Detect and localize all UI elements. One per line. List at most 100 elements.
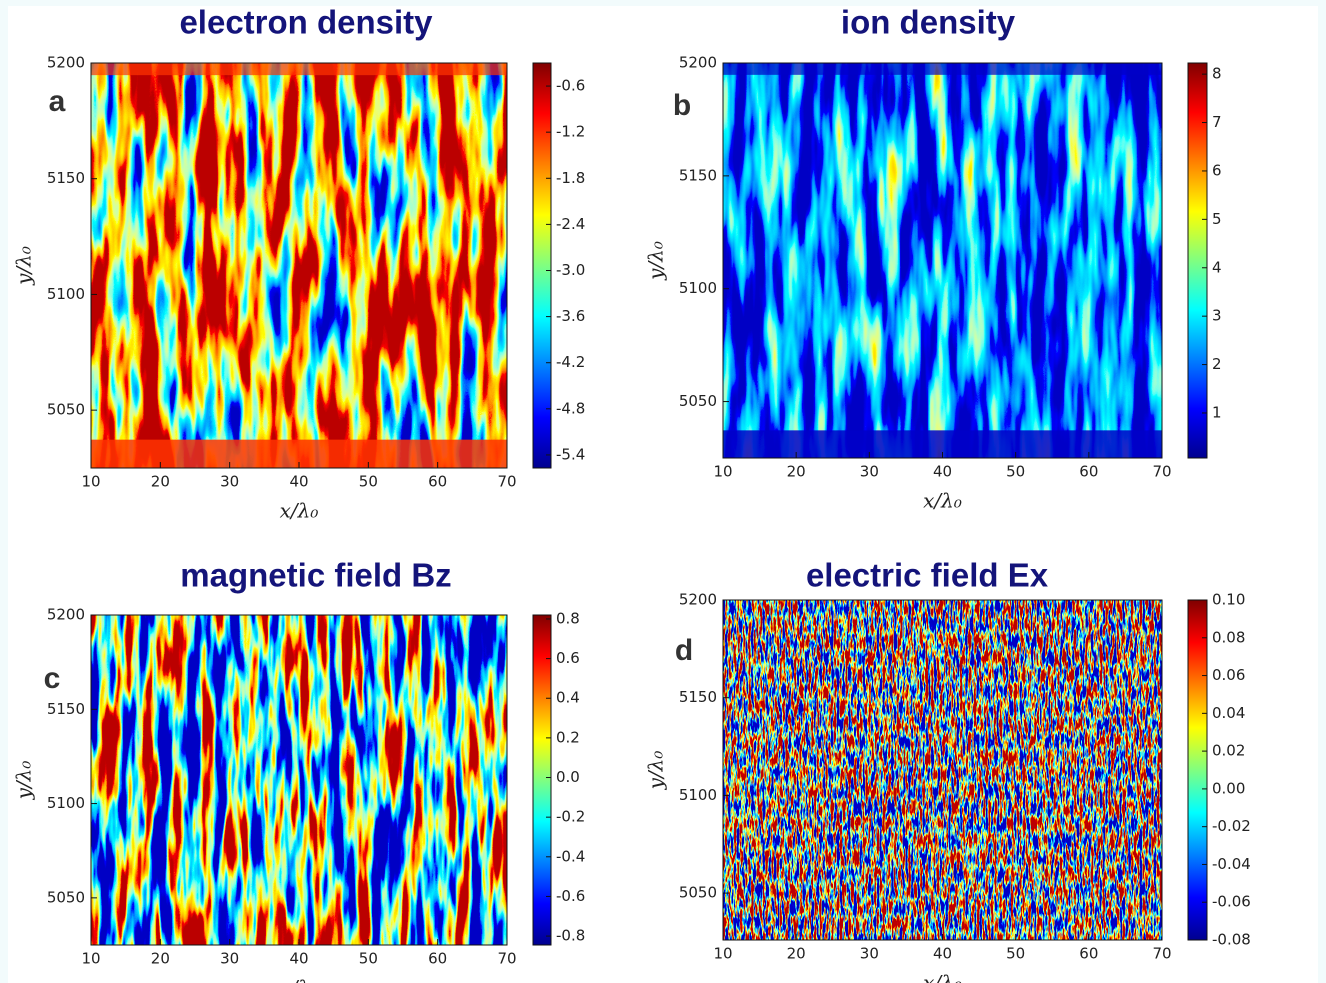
colorbar-tick-label: -0.02 bbox=[1212, 817, 1251, 835]
colorbar bbox=[532, 614, 552, 946]
colorbar-tick-label: 0.4 bbox=[556, 689, 580, 707]
x-tick-label: 70 bbox=[1152, 945, 1171, 963]
panel-title: ion density bbox=[841, 4, 1016, 41]
y-tick-label: 5200 bbox=[47, 54, 85, 72]
colorbar-tick-label: 4 bbox=[1212, 258, 1222, 276]
colorbar bbox=[1187, 599, 1208, 941]
colorbar-tick-label: -0.04 bbox=[1212, 855, 1251, 873]
y-tick-label: 5050 bbox=[47, 401, 85, 419]
heatmap-field bbox=[723, 63, 1162, 458]
x-tick-label: 60 bbox=[428, 950, 447, 968]
panel-letter: b bbox=[673, 89, 691, 122]
colorbar-tick-label: -0.2 bbox=[556, 808, 585, 826]
colorbar-tick-label: -0.8 bbox=[556, 927, 585, 945]
x-tick-label: 10 bbox=[713, 463, 732, 481]
x-tick-label: 10 bbox=[81, 473, 100, 491]
x-tick-label: 40 bbox=[933, 463, 952, 481]
y-tick-label: 5150 bbox=[679, 688, 717, 706]
colorbar-tick-label: 0.02 bbox=[1212, 742, 1245, 760]
colorbar-tick-label: 0.00 bbox=[1212, 779, 1245, 797]
x-tick-label: 60 bbox=[1079, 945, 1098, 963]
x-tick-label: 30 bbox=[220, 473, 239, 491]
colorbar-tick-label: 2 bbox=[1212, 355, 1222, 373]
x-tick-label: 20 bbox=[787, 945, 806, 963]
colorbar-tick-label: 5 bbox=[1212, 210, 1222, 228]
colorbar-tick-label: -2.4 bbox=[556, 215, 585, 233]
colorbar-tick-label: 7 bbox=[1212, 113, 1222, 131]
x-tick-label: 30 bbox=[860, 945, 879, 963]
colorbar-tick-label: 0.06 bbox=[1212, 666, 1245, 684]
y-tick-label: 5050 bbox=[47, 888, 85, 906]
y-tick-label: 5100 bbox=[47, 794, 85, 812]
colorbar-tick-label: -0.4 bbox=[556, 847, 585, 865]
x-tick-label: 30 bbox=[860, 463, 879, 481]
x-tick-label: 70 bbox=[497, 950, 516, 968]
x-tick-label: 50 bbox=[1006, 463, 1025, 481]
panel-letter: a bbox=[49, 85, 66, 118]
colorbar-tick-label: -4.2 bbox=[556, 353, 585, 371]
y-tick-label: 5100 bbox=[679, 279, 717, 297]
colorbar-tick-label: -1.2 bbox=[556, 123, 585, 141]
x-tick-label: 40 bbox=[933, 945, 952, 963]
x-tick-label: 30 bbox=[220, 950, 239, 968]
colorbar-tick-label: -3.6 bbox=[556, 307, 585, 325]
colorbar-tick-label: 0.04 bbox=[1212, 704, 1245, 722]
colorbar-tick-label: -5.4 bbox=[556, 445, 585, 463]
x-tick-label: 50 bbox=[1006, 945, 1025, 963]
panel-title: electric field Ex bbox=[806, 557, 1049, 594]
x-tick-label: 60 bbox=[1079, 463, 1098, 481]
x-axis-label: x/λ₀ bbox=[280, 499, 319, 523]
colorbar-tick-label: 0.08 bbox=[1212, 628, 1245, 646]
panel-letter: c bbox=[44, 662, 61, 695]
x-axis-label: x/λ₀ bbox=[923, 489, 962, 513]
x-tick-label: 40 bbox=[289, 473, 308, 491]
colorbar-tick-label: 0.6 bbox=[556, 649, 580, 667]
y-tick-label: 5200 bbox=[47, 606, 85, 624]
colorbar-tick-label: -1.8 bbox=[556, 169, 585, 187]
colorbar-tick-label: 0.0 bbox=[556, 768, 580, 786]
x-tick-label: 10 bbox=[81, 950, 100, 968]
y-tick-label: 5150 bbox=[47, 169, 85, 187]
x-axis-label: x/λ₀ bbox=[923, 971, 962, 983]
panel-title: magnetic field Bz bbox=[180, 557, 451, 594]
x-tick-label: 50 bbox=[359, 950, 378, 968]
x-tick-label: 70 bbox=[1152, 463, 1171, 481]
x-tick-label: 60 bbox=[428, 473, 447, 491]
y-tick-label: 5200 bbox=[679, 54, 717, 72]
x-axis-label: x/λ₀ bbox=[280, 976, 319, 983]
boundary-band bbox=[723, 63, 1162, 75]
colorbar-tick-label: 8 bbox=[1212, 65, 1222, 83]
colorbar-tick-label: 3 bbox=[1212, 307, 1222, 325]
y-tick-label: 5050 bbox=[679, 392, 717, 410]
panel-title: electron density bbox=[179, 4, 433, 41]
colorbar-tick-label: -0.08 bbox=[1212, 931, 1251, 949]
y-tick-label: 5150 bbox=[679, 166, 717, 184]
x-tick-label: 20 bbox=[151, 950, 170, 968]
x-tick-label: 50 bbox=[359, 473, 378, 491]
panel-letter: d bbox=[675, 634, 693, 667]
colorbar-tick-label: -0.6 bbox=[556, 77, 585, 95]
y-axis-label: y/λ₀ bbox=[12, 761, 36, 801]
colorbar-tick-label: 1 bbox=[1212, 403, 1222, 421]
colorbar-tick-label: -3.0 bbox=[556, 261, 585, 279]
y-tick-label: 5050 bbox=[679, 884, 717, 902]
heatmap-field bbox=[91, 63, 507, 468]
heatmap-field bbox=[91, 615, 507, 945]
y-tick-label: 5100 bbox=[679, 786, 717, 804]
colorbar bbox=[532, 62, 552, 469]
colorbar-tick-label: 6 bbox=[1212, 161, 1222, 179]
x-tick-label: 10 bbox=[713, 945, 732, 963]
colorbar-tick-label: 0.2 bbox=[556, 728, 580, 746]
boundary-band bbox=[91, 63, 507, 76]
colorbar-tick-label: -0.6 bbox=[556, 887, 585, 905]
y-tick-label: 5150 bbox=[47, 700, 85, 718]
y-tick-label: 5200 bbox=[679, 591, 717, 609]
heatmap-field bbox=[723, 600, 1162, 940]
y-axis-label: y/λ₀ bbox=[644, 751, 668, 791]
colorbar-tick-label: -0.06 bbox=[1212, 893, 1251, 911]
x-tick-label: 40 bbox=[289, 950, 308, 968]
y-axis-label: y/λ₀ bbox=[644, 241, 668, 281]
colorbar bbox=[1187, 62, 1208, 459]
x-tick-label: 20 bbox=[151, 473, 170, 491]
